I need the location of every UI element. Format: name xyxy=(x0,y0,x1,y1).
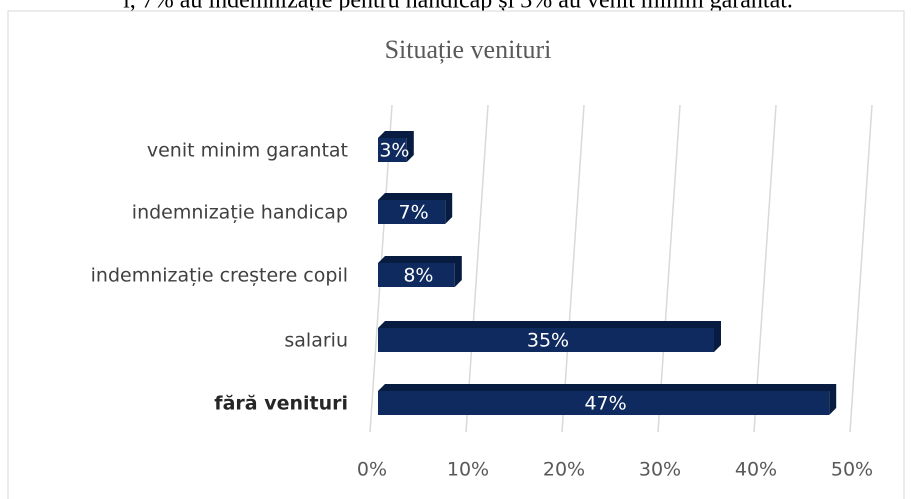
x-tick-label: 0% xyxy=(357,459,387,481)
grid-line xyxy=(849,104,873,433)
bar xyxy=(378,263,455,287)
bar-depth xyxy=(378,321,721,352)
grid-line xyxy=(561,104,585,433)
data-label: 35% xyxy=(527,330,569,352)
chart-border xyxy=(7,10,905,499)
chart-title: Situație venituri xyxy=(385,35,552,64)
y-tick-label: fără venituri xyxy=(214,393,348,415)
bar-depth xyxy=(378,384,837,415)
grid-line xyxy=(657,104,681,433)
grid-line xyxy=(465,104,489,433)
data-label: 7% xyxy=(399,202,429,224)
x-tick-label: 20% xyxy=(543,459,585,481)
x-tick-label: 50% xyxy=(831,459,873,481)
y-tick-label: salariu xyxy=(284,330,348,352)
x-tick-label: 40% xyxy=(735,459,777,481)
data-label: 3% xyxy=(379,140,409,162)
bar xyxy=(378,328,714,352)
data-label: 8% xyxy=(403,265,433,287)
data-label: 47% xyxy=(584,393,626,415)
caption: i, 7% au indemnizație pentru handicap și… xyxy=(123,0,793,14)
y-tick-label: indemnizație handicap xyxy=(132,202,348,224)
bar xyxy=(378,200,446,224)
bar-depth xyxy=(378,256,462,287)
y-tick-label: indemnizație creștere copil xyxy=(91,265,348,287)
bar-depth xyxy=(378,131,414,162)
y-tick-label: venit minim garantat xyxy=(147,140,348,162)
x-tick-label: 10% xyxy=(447,459,489,481)
bar-depth xyxy=(378,193,453,224)
x-tick-label: 30% xyxy=(639,459,681,481)
bar xyxy=(378,391,830,415)
grid-line xyxy=(753,104,777,433)
bar xyxy=(378,138,407,162)
